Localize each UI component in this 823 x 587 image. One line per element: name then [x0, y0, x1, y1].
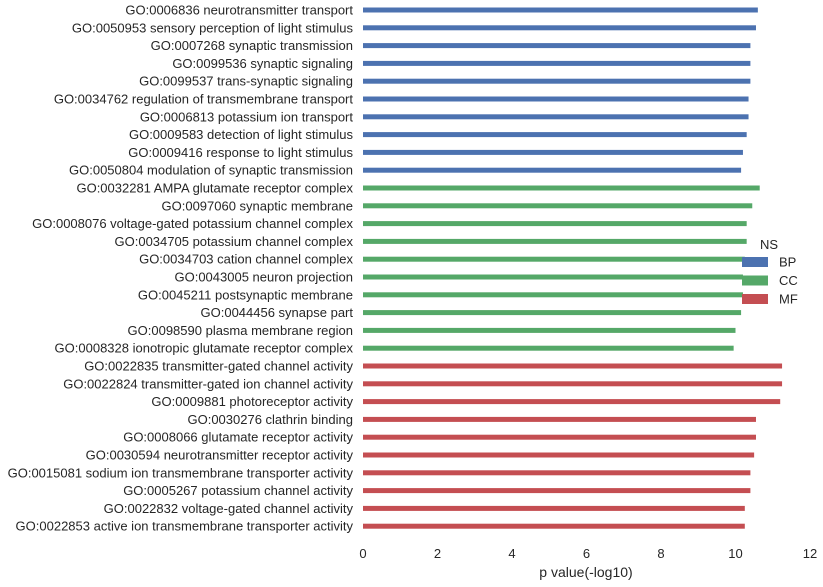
- legend-swatch-cc: [742, 275, 768, 286]
- category-label: GO:0034705 potassium channel complex: [115, 234, 354, 249]
- bar: [363, 132, 747, 138]
- bar: [363, 452, 755, 458]
- legend-label-bp: BP: [779, 255, 796, 270]
- bar: [363, 345, 734, 351]
- category-labels: GO:0006836 neurotransmitter transport GO:…: [8, 3, 354, 534]
- legend-swatch-bp: [742, 257, 768, 267]
- bar: [363, 203, 753, 209]
- bar: [363, 488, 751, 494]
- bar: [363, 238, 747, 244]
- category-label: GO:0015081 sodium ion transmembrane tran…: [8, 465, 354, 480]
- bar: [363, 292, 743, 298]
- category-label: GO:0006836 neurotransmitter transport: [125, 3, 353, 18]
- x-tick-label: 2: [434, 546, 441, 561]
- bar: [363, 310, 742, 316]
- bar: [363, 256, 745, 262]
- category-label: GO:0032281 AMPA glutamate receptor compl…: [76, 181, 353, 196]
- x-axis-title: p value(-log10): [539, 564, 632, 580]
- bar: [363, 221, 747, 227]
- category-label: GO:0006813 potassium ion transport: [140, 109, 354, 124]
- category-label: GO:0009583 detection of light stimulus: [129, 127, 354, 142]
- bars-layer: [363, 7, 783, 529]
- bar: [363, 470, 751, 476]
- category-label: GO:0099536 synaptic signaling: [172, 56, 353, 71]
- category-label: GO:0008328 ionotropic glutamate receptor…: [55, 341, 354, 356]
- category-label: GO:0044456 synapse part: [201, 305, 354, 320]
- bar: [363, 43, 751, 49]
- legend-label-mf: MF: [779, 292, 798, 307]
- bar: [363, 416, 756, 422]
- category-label: GO:0009881 photoreceptor activity: [151, 394, 353, 409]
- x-axis-ticks: 0 2 4 6 8 10 12: [359, 546, 817, 561]
- bar: [363, 149, 743, 155]
- x-tick-label: 4: [508, 546, 515, 561]
- bar: [363, 381, 783, 387]
- legend-label-cc: CC: [779, 273, 798, 288]
- x-tick-label: 10: [728, 546, 742, 561]
- bar: [363, 25, 756, 31]
- bar: [363, 78, 751, 84]
- bar: [363, 434, 756, 440]
- category-label: GO:0022835 transmitter-gated channel act…: [84, 359, 353, 374]
- category-label: GO:0050804 modulation of synaptic transm…: [69, 163, 353, 178]
- bar: [363, 167, 742, 173]
- category-label: GO:0022853 active ion transmembrane tran…: [16, 519, 354, 534]
- category-label: GO:0007268 synaptic transmission: [151, 38, 353, 53]
- category-label: GO:0022824 transmitter-gated ion channel…: [63, 376, 353, 391]
- bar: [363, 185, 760, 191]
- category-label: GO:0022832 voltage-gated channel activit…: [104, 501, 354, 516]
- category-label: GO:0099537 trans-synaptic signaling: [139, 74, 353, 89]
- category-label: GO:0008076 voltage-gated potassium chann…: [32, 216, 353, 231]
- bar: [363, 274, 743, 280]
- category-label: GO:0050953 sensory perception of light s…: [72, 20, 354, 35]
- category-label: GO:0098590 plasma membrane region: [128, 323, 353, 338]
- category-label: GO:0030594 neurotransmitter receptor act…: [86, 448, 354, 463]
- bar: [363, 399, 781, 405]
- category-label: GO:0009416 response to light stimulus: [128, 145, 353, 160]
- legend-title: NS: [760, 237, 778, 252]
- bar: [363, 60, 751, 66]
- category-label: GO:0034762 regulation of transmembrane t…: [54, 92, 354, 107]
- category-label: GO:0030276 clathrin binding: [187, 412, 353, 427]
- category-label: GO:0043005 neuron projection: [174, 270, 353, 285]
- category-label: GO:0008066 glutamate receptor activity: [123, 430, 353, 445]
- bar: [363, 523, 745, 529]
- x-tick-label: 8: [657, 546, 664, 561]
- x-tick-label: 0: [359, 546, 366, 561]
- legend-swatch-mf: [742, 294, 768, 304]
- category-label: GO:0005267 potassium channel activity: [123, 483, 353, 498]
- x-tick-label: 6: [583, 546, 590, 561]
- category-label: GO:0045211 postsynaptic membrane: [138, 287, 353, 302]
- x-tick-label: 12: [803, 546, 817, 561]
- bar: [363, 363, 783, 369]
- category-label: GO:0034703 cation channel complex: [139, 252, 353, 267]
- bar: [363, 114, 749, 120]
- category-label: GO:0097060 synaptic membrane: [162, 198, 354, 213]
- bar: [363, 96, 749, 102]
- bar: [363, 327, 736, 333]
- legend: NS BP CC MF: [742, 237, 798, 307]
- bar: [363, 7, 758, 13]
- bar: [363, 505, 745, 511]
